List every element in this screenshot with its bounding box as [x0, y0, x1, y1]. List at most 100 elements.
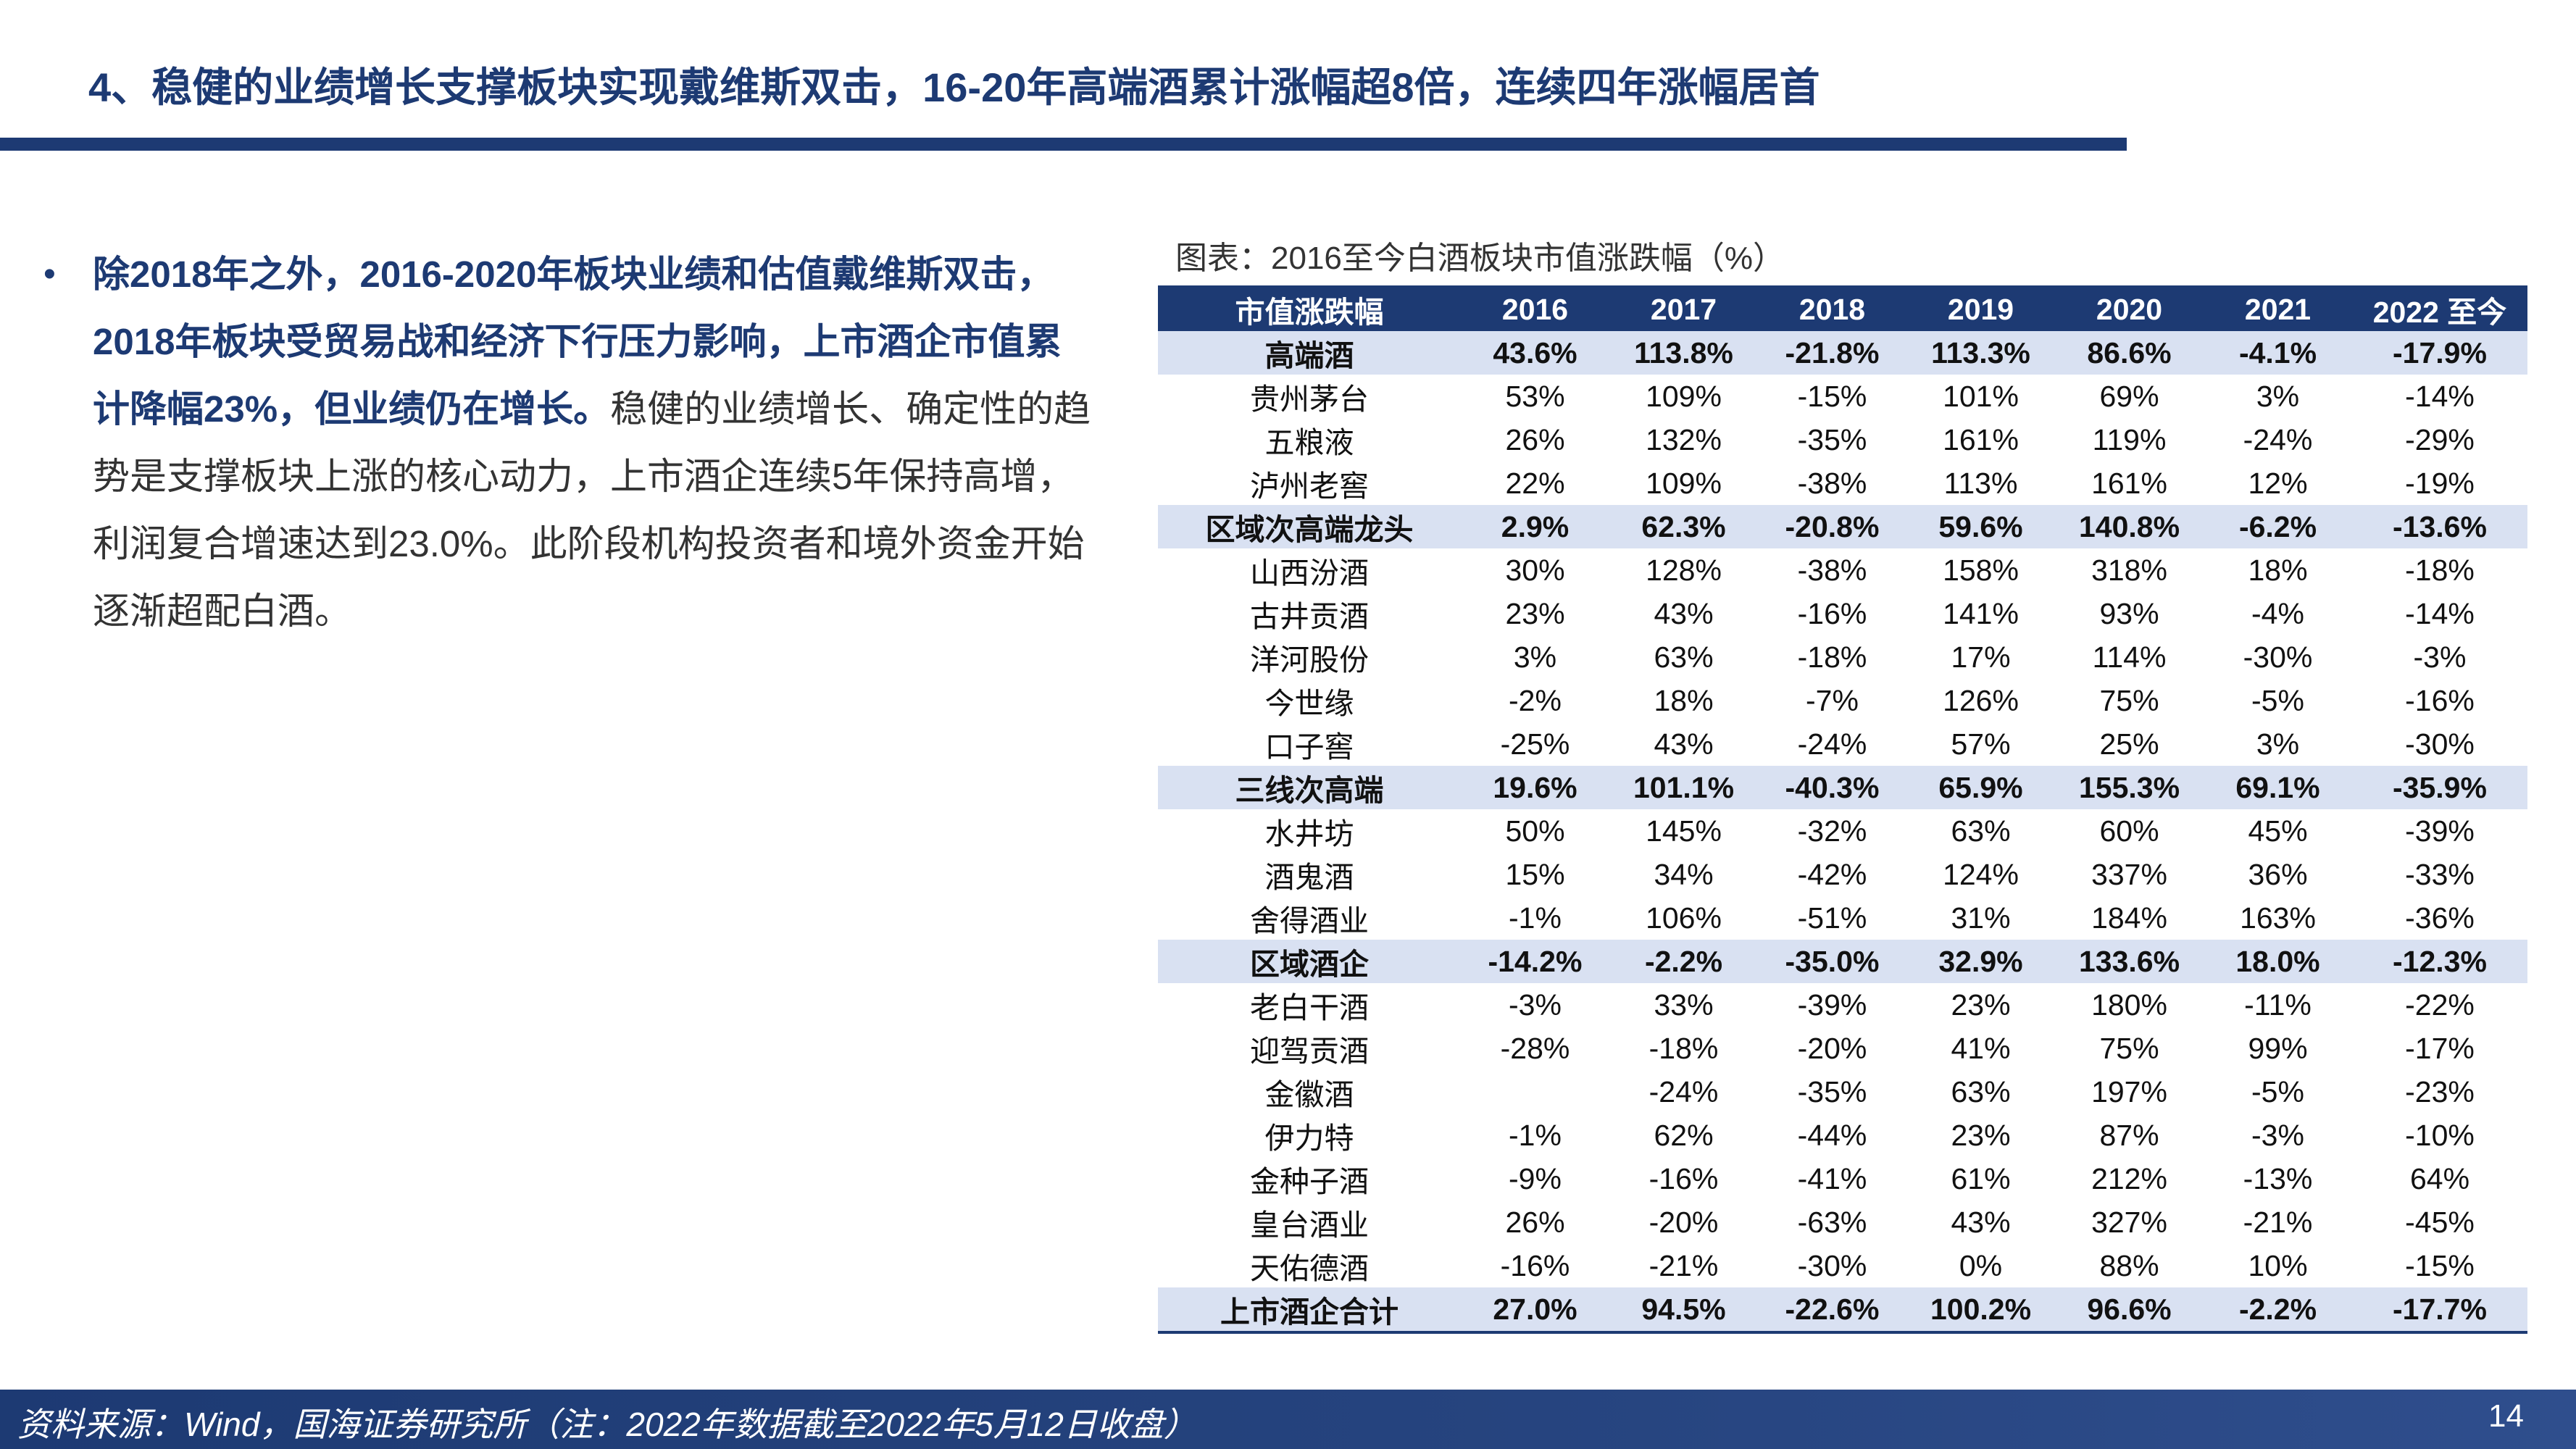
value-cell: 119% [2092, 422, 2167, 456]
value-cell: 43% [1654, 596, 1714, 630]
source-note: 资料来源：Wind，国海证券研究所（注：2022年数据截至2022年5月12日收… [17, 1406, 1197, 1443]
value-cell: 61% [1951, 1161, 2011, 1195]
value-cell: 15% [1505, 857, 1565, 891]
value-cell: 141% [1943, 596, 2019, 630]
value-cell: 3% [1513, 640, 1557, 674]
table-row: 水井坊 50% 145% -32% 63% 60% 45% -39% [1158, 809, 2527, 853]
value-cell: -33% [2405, 857, 2475, 891]
value-cell: 88% [2099, 1248, 2159, 1282]
row-label-cell: 今世缘 [1264, 686, 1354, 721]
value-cell: -45% [2405, 1205, 2475, 1239]
value-cell: -42% [1797, 857, 1867, 891]
value-cell: 106% [1646, 901, 1722, 935]
value-cell: 161% [2091, 466, 2167, 500]
page-number: 14 [2488, 1398, 2524, 1434]
value-cell: 161% [1943, 422, 2019, 456]
value-cell: -12.3% [2352, 940, 2527, 983]
value-cell: -5% [2251, 1074, 2304, 1108]
value-cell: 23% [1951, 1118, 2011, 1152]
value-cell: 318% [2091, 553, 2167, 587]
value-cell: -10% [2405, 1118, 2475, 1152]
value-cell: 132% [1646, 422, 1722, 456]
value-cell: -1% [1509, 1118, 1562, 1152]
value-cell: -23% [2405, 1074, 2475, 1108]
value-cell: -16% [2405, 683, 2475, 717]
header-cell: 2020 [2055, 285, 2204, 331]
value-cell: 63% [1951, 1074, 2011, 1108]
value-cell: 87% [2099, 1118, 2159, 1152]
value-cell: 23% [1951, 987, 2011, 1022]
value-cell: -9% [1509, 1161, 1562, 1195]
table-row: 泸州老窖 22% 109% -38% 113% 161% 12% -19% [1158, 462, 2527, 505]
value-cell: 62% [1654, 1118, 1714, 1152]
value-cell: -40.3% [1758, 766, 1906, 809]
table-row: 金徽酒 -24% -35% 63% 197% -5% -23% [1158, 1070, 2527, 1114]
value-cell: 23% [1505, 596, 1565, 630]
row-label-cell: 酒鬼酒 [1264, 860, 1354, 895]
value-cell: 69.1% [2204, 766, 2352, 809]
value-cell: 33% [1654, 987, 1714, 1022]
value-cell: 93% [2099, 596, 2159, 630]
value-cell: 2.9% [1461, 505, 1609, 548]
value-cell: 180% [2091, 987, 2167, 1022]
value-cell: 113.3% [1906, 331, 2055, 375]
value-cell: -36% [2405, 901, 2475, 935]
row-label-cell: 高端酒 [1158, 331, 1461, 375]
value-cell: 163% [2240, 901, 2316, 935]
value-cell: -44% [1797, 1118, 1867, 1152]
value-cell: 45% [2248, 814, 2308, 848]
value-cell: 17% [1951, 640, 2011, 674]
value-cell: -6.2% [2204, 505, 2352, 548]
value-cell: -20% [1648, 1205, 1719, 1239]
value-cell: -15% [1797, 379, 1867, 413]
table-row: 五粮液 26% 132% -35% 161% 119% -24% -29% [1158, 418, 2527, 462]
value-cell: 3% [2256, 727, 2300, 761]
value-cell: 63% [1654, 640, 1714, 674]
value-cell: -30% [1797, 1248, 1867, 1282]
value-cell: 114% [2092, 640, 2167, 674]
row-label-cell: 三线次高端 [1158, 766, 1461, 809]
value-cell: -11% [2244, 987, 2312, 1022]
row-label-cell: 口子窖 [1264, 730, 1354, 764]
value-cell: 32.9% [1906, 940, 2055, 983]
value-cell: 34% [1654, 857, 1714, 891]
bullet-text: 除2018年之外，2016-2020年板块业绩和估值戴维斯双击，2018年板块受… [93, 241, 1093, 645]
table-row: 天佑德酒 -16% -21% -30% 0% 88% 10% -15% [1158, 1244, 2527, 1287]
value-cell: 75% [2099, 1031, 2159, 1065]
row-label-cell: 山西汾酒 [1250, 556, 1369, 590]
page-title: 4、稳健的业绩增长支撑板块实现戴维斯双击，16-20年高端酒累计涨幅超8倍，连续… [88, 64, 1820, 110]
value-cell: -35.9% [2352, 766, 2527, 809]
value-cell: 75% [2099, 683, 2159, 717]
value-cell: -22.6% [1758, 1287, 1906, 1334]
value-cell: -2% [1509, 683, 1562, 717]
value-cell: -2.2% [2204, 1287, 2352, 1334]
value-cell: 63% [1951, 814, 2011, 848]
table-row: 今世缘 -2% 18% -7% 126% 75% -5% -16% [1158, 679, 2527, 722]
value-cell: 41% [1951, 1031, 2011, 1065]
row-label-cell: 泸州老窖 [1250, 469, 1369, 504]
value-cell: -5% [2251, 683, 2304, 717]
value-cell: -18% [1797, 640, 1867, 674]
value-cell: -20.8% [1758, 505, 1906, 548]
value-cell: -14% [2405, 379, 2475, 413]
value-cell: -39% [1797, 987, 1867, 1022]
value-cell: -24% [1797, 727, 1867, 761]
value-cell: 3% [2256, 379, 2300, 413]
value-cell: -3% [2413, 640, 2467, 674]
table-row: 金种子酒 -9% -16% -41% 61% 212% -13% 64% [1158, 1157, 2527, 1200]
value-cell: 19.6% [1461, 766, 1609, 809]
value-cell: 18% [2248, 553, 2308, 587]
value-cell: -3% [2251, 1118, 2304, 1152]
table-caption: 图表：2016至今白酒板块市值涨跌幅（%） [1175, 241, 1785, 276]
value-cell: 126% [1943, 683, 2019, 717]
value-cell: -29% [2405, 422, 2475, 456]
table-row: 贵州茅台 53% 109% -15% 101% 69% 3% -14% [1158, 375, 2527, 418]
value-cell: 25% [2099, 727, 2159, 761]
value-cell: -35% [1797, 422, 1867, 456]
value-cell: -18% [2405, 553, 2475, 587]
value-cell: 109% [1646, 466, 1722, 500]
value-cell: -19% [2405, 466, 2475, 500]
value-cell: 113% [1943, 466, 2018, 500]
value-cell: 26% [1505, 1205, 1565, 1239]
value-cell: 10% [2248, 1248, 2308, 1282]
